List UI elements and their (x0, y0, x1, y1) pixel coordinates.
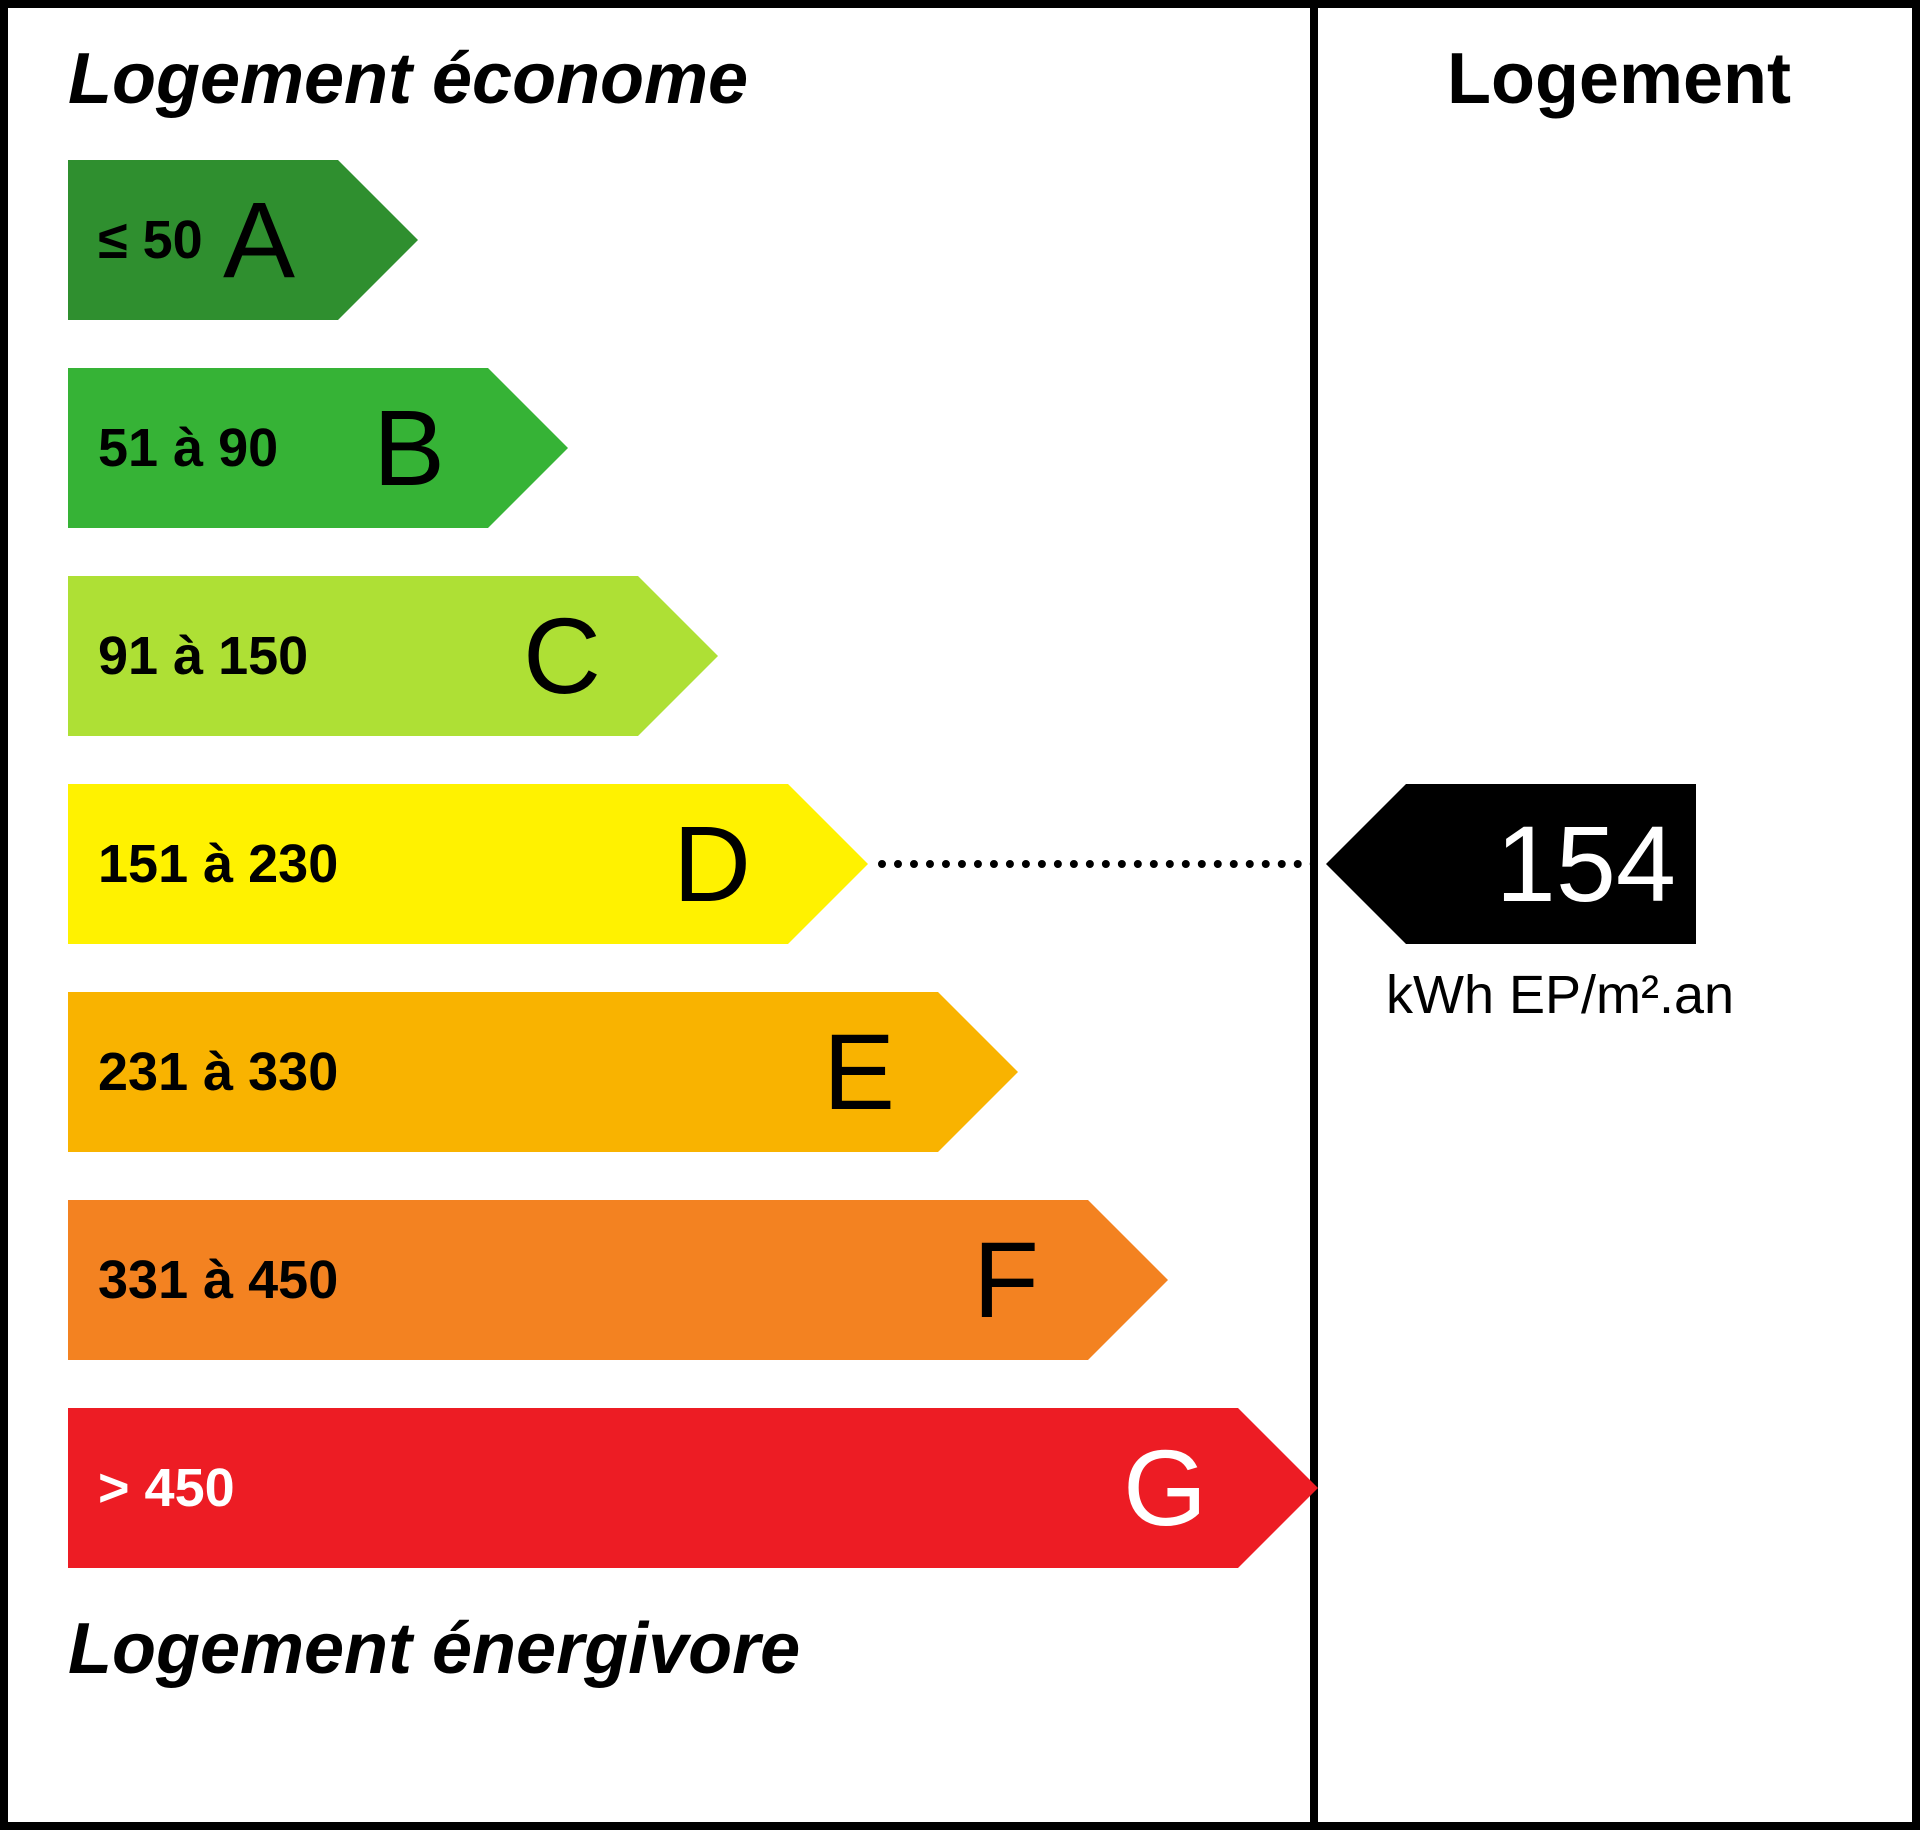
bar-range-c: 91 à 150 (98, 625, 308, 687)
bar-range-b: 51 à 90 (98, 417, 278, 479)
bar-row-b: 51 à 90 B (68, 368, 1260, 528)
bar-letter-g: G (1123, 1434, 1207, 1542)
bar-range-g: > 450 (98, 1457, 235, 1519)
bar-row-a: ≤ 50 A (68, 160, 1260, 320)
top-label: Logement économe (68, 38, 1260, 120)
bar-letter-e: E (823, 1018, 895, 1126)
left-panel: Logement économe ≤ 50 A 51 à 90 B 91 à 150 C 1… (8, 8, 1318, 1822)
bar-letter-f: F (973, 1226, 1039, 1334)
bar-range-a: ≤ 50 (98, 209, 203, 271)
bar-range-f: 331 à 450 (98, 1249, 338, 1311)
indicator-unit: kWh EP/m².an (1386, 964, 1734, 1026)
right-title: Logement (1366, 38, 1872, 120)
bottom-label: Logement énergivore (68, 1608, 1260, 1690)
dpe-container: Logement économe ≤ 50 A 51 à 90 B 91 à 150 C 1… (0, 0, 1920, 1830)
bar-row-e: 231 à 330 E (68, 992, 1260, 1152)
right-panel: Logement 154 kWh EP/m².an (1326, 8, 1912, 1822)
bar-letter-c: C (523, 602, 601, 710)
bar-row-f: 331 à 450 F (68, 1200, 1260, 1360)
bar-row-g: > 450 G (68, 1408, 1260, 1568)
bar-letter-d: D (673, 810, 751, 918)
bar-letter-a: A (223, 186, 295, 294)
bar-range-e: 231 à 330 (98, 1041, 338, 1103)
bar-row-c: 91 à 150 C (68, 576, 1260, 736)
bar-letter-b: B (373, 394, 445, 502)
indicator-dotted-line (878, 860, 1318, 868)
bar-range-d: 151 à 230 (98, 833, 338, 895)
indicator-arrow: 154 (1326, 784, 1696, 944)
indicator-value: 154 (1496, 810, 1676, 918)
